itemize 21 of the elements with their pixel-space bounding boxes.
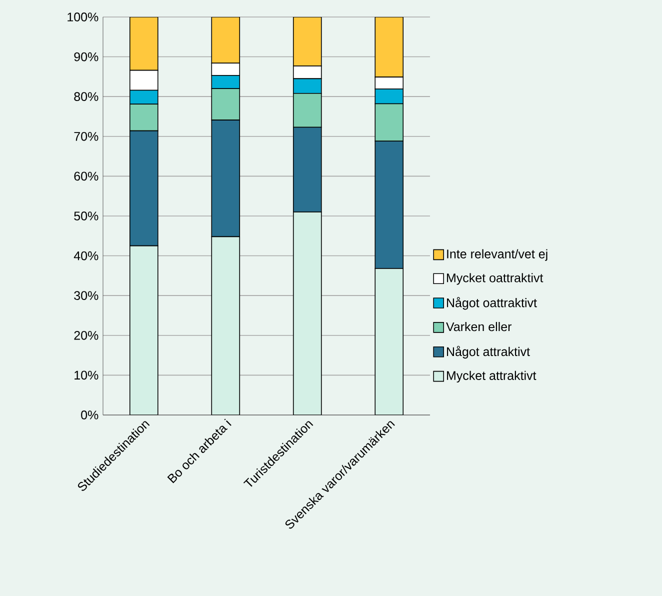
legend-label: Något attraktivt bbox=[447, 346, 530, 359]
bar bbox=[292, 212, 322, 415]
bar bbox=[129, 245, 158, 415]
legend-label: Varken eller bbox=[446, 322, 512, 332]
y-tick-label: 50% bbox=[74, 212, 98, 220]
legend-label: Mycket oattraktivt bbox=[447, 273, 544, 285]
bar bbox=[211, 236, 240, 415]
y-tick-label: 10% bbox=[74, 370, 98, 380]
legend-label: Mycket attraktivt bbox=[447, 370, 536, 382]
legend-label: Något oattraktivt bbox=[447, 297, 537, 310]
y-tick-label: 100% bbox=[68, 12, 98, 22]
y-tick-label: 80% bbox=[74, 92, 98, 102]
y-tick-label: 20% bbox=[74, 330, 98, 340]
bar bbox=[374, 268, 404, 415]
y-tick-label: 40% bbox=[74, 251, 98, 260]
y-tick-label: 60% bbox=[74, 172, 98, 181]
y-tick-label: 90% bbox=[74, 52, 98, 62]
y-tick-label: 70% bbox=[74, 132, 98, 141]
legend-label: Inte relevant/vet ej bbox=[447, 249, 548, 261]
y-tick-label: 0% bbox=[81, 410, 98, 420]
y-tick-label: 30% bbox=[74, 291, 98, 300]
